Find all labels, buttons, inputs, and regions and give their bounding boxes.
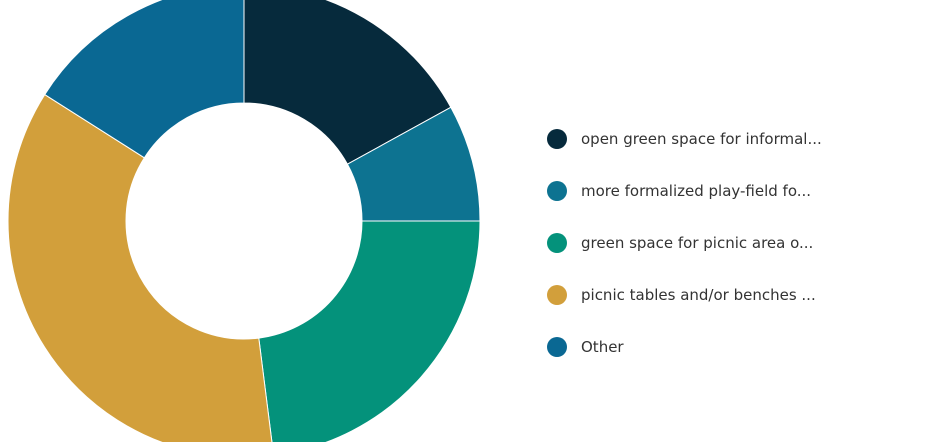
chart-legend: open green space for informal... more fo… [547, 113, 822, 373]
donut-slice[interactable] [258, 220, 481, 442]
legend-label: open green space for informal... [581, 130, 822, 148]
legend-item[interactable]: open green space for informal... [547, 113, 822, 165]
donut-slice[interactable] [7, 93, 274, 442]
legend-label: more formalized play-field fo... [581, 182, 812, 200]
legend-item[interactable]: picnic tables and/or benches ... [547, 269, 822, 321]
legend-swatch [547, 181, 567, 201]
legend-label: picnic tables and/or benches ... [581, 286, 816, 304]
legend-swatch [547, 285, 567, 305]
legend-item[interactable]: Other [547, 321, 822, 373]
legend-item[interactable]: green space for picnic area o... [547, 217, 822, 269]
legend-label: Other [581, 338, 624, 356]
donut-slice[interactable] [44, 0, 245, 159]
legend-swatch [547, 233, 567, 253]
legend-swatch [547, 337, 567, 357]
legend-label: green space for picnic area o... [581, 234, 814, 252]
donut-slice[interactable] [243, 0, 452, 165]
legend-swatch [547, 129, 567, 149]
legend-item[interactable]: more formalized play-field fo... [547, 165, 822, 217]
donut-plot [7, 0, 481, 442]
